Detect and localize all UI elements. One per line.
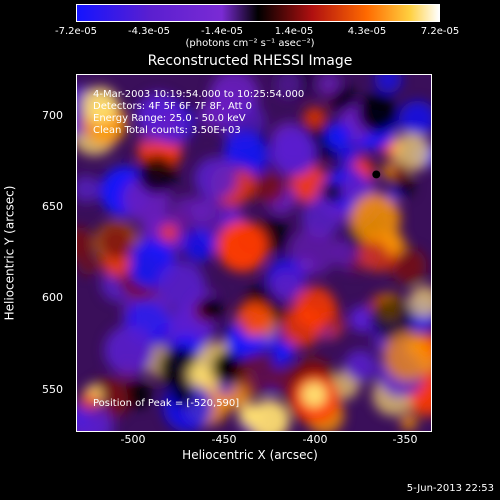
heatmap-blob	[77, 175, 100, 203]
heatmap-blob	[374, 75, 402, 94]
heatmap-blob	[248, 399, 290, 431]
heatmap-blob	[81, 86, 119, 124]
footer-date: 5-Jun-2013 22:53	[406, 483, 494, 494]
heatmap-blob	[269, 270, 304, 304]
heatmap-blob	[217, 364, 238, 385]
heatmap-blob	[160, 224, 178, 242]
heatmap-blob	[323, 182, 344, 203]
heatmap-blob	[390, 247, 427, 285]
page-title: Reconstructed RHESSI Image	[147, 53, 353, 69]
x-axis-title: Heliocentric X (arcsec)	[182, 448, 318, 462]
heatmap-blob	[124, 381, 151, 408]
heatmap-blob	[223, 128, 266, 171]
heatmap-blob	[293, 286, 337, 330]
heatmap-blob	[272, 341, 295, 364]
detectors-info: Detectors: 4F 5F 6F 7F 8F, Att 0	[93, 101, 253, 112]
heatmap-blob	[343, 349, 377, 383]
heatmap-blob	[317, 75, 342, 97]
peak-position: Position of Peak = [-520,590]	[93, 398, 240, 409]
heatmap-blob	[398, 100, 431, 138]
heatmap-blob	[199, 296, 223, 320]
heatmap-blob	[158, 110, 190, 143]
heatmap-blob	[77, 227, 95, 261]
colorbar-tick-6: 7.2e-05	[420, 26, 460, 37]
colorbar-tick-4: 1.4e-05	[274, 26, 314, 37]
colorbar-tick-3: -1.4e-05	[201, 26, 243, 37]
energy-range: Energy Range: 25.0 - 50.0 keV	[93, 113, 246, 124]
heatmap-blob	[394, 176, 415, 197]
heatmap-blob	[400, 413, 418, 431]
colorbar-unit: (photons cm⁻² s⁻¹ asec⁻²)	[185, 38, 315, 49]
x-tick-400: -400	[302, 433, 328, 446]
heatmap-blob	[358, 93, 397, 133]
heatmap-blob	[297, 257, 315, 275]
heatmap-blob	[140, 128, 158, 146]
heatmap-blob	[391, 132, 431, 172]
colorbar	[76, 4, 440, 22]
heatmap-blob	[337, 144, 359, 166]
clean-info: Clean Total counts: 3.50E+03	[93, 125, 241, 136]
heatmap-blob	[172, 195, 204, 227]
colorbar-tick-1: -7.2e-05	[55, 26, 97, 37]
heatmap-blob	[187, 363, 210, 386]
peak-marker	[372, 170, 381, 179]
heatmap-blob	[348, 306, 375, 333]
colorbar-tick-2: -4.3e-05	[128, 26, 170, 37]
heatmap-blob	[78, 255, 99, 276]
time-range: 4-Mar-2003 10:19:54.000 to 10:25:54.000	[93, 89, 305, 100]
heatmap-blob	[216, 220, 269, 272]
heatmap-blob	[370, 296, 414, 340]
y-tick-600: 600	[42, 291, 63, 304]
heatmap-blob	[383, 331, 431, 381]
heatmap-blob	[274, 75, 304, 99]
heatmap-blob	[97, 222, 135, 260]
heatmap-blob	[270, 129, 317, 177]
x-tick-500: -500	[120, 433, 146, 446]
heatmap-blob	[324, 122, 351, 150]
y-axis-title: Heliocentric Y (arcsec)	[2, 185, 17, 321]
heatmap-blob	[170, 382, 195, 407]
colorbar-tick-5: 4.3e-05	[347, 26, 387, 37]
heatmap-blob	[236, 300, 272, 336]
heatmap-blob	[408, 285, 431, 318]
heatmap-blob	[79, 391, 99, 411]
image-plot: 4-Mar-2003 10:19:54.000 to 10:25:54.000 …	[76, 74, 432, 432]
heatmap-blob	[137, 155, 177, 194]
heatmap-blob	[208, 89, 244, 124]
heatmap-blob	[339, 175, 368, 204]
heatmap-image	[77, 75, 431, 431]
y-tick-550: 550	[42, 383, 63, 396]
heatmap-blob	[182, 228, 216, 263]
heatmap-blob	[194, 157, 237, 200]
heatmap-blob	[391, 162, 410, 182]
heatmap-blob	[252, 171, 286, 204]
x-tick-350: -350	[392, 433, 418, 446]
heatmap-blob	[104, 325, 155, 376]
heatmap-blob	[303, 106, 326, 129]
heatmap-blob	[235, 353, 278, 396]
y-tick-700: 700	[42, 109, 63, 122]
heatmap-blob	[350, 193, 401, 244]
y-tick-650: 650	[42, 200, 63, 213]
heatmap-blob	[157, 261, 206, 309]
x-tick-450: -450	[211, 433, 237, 446]
heatmap-blob	[301, 382, 327, 408]
